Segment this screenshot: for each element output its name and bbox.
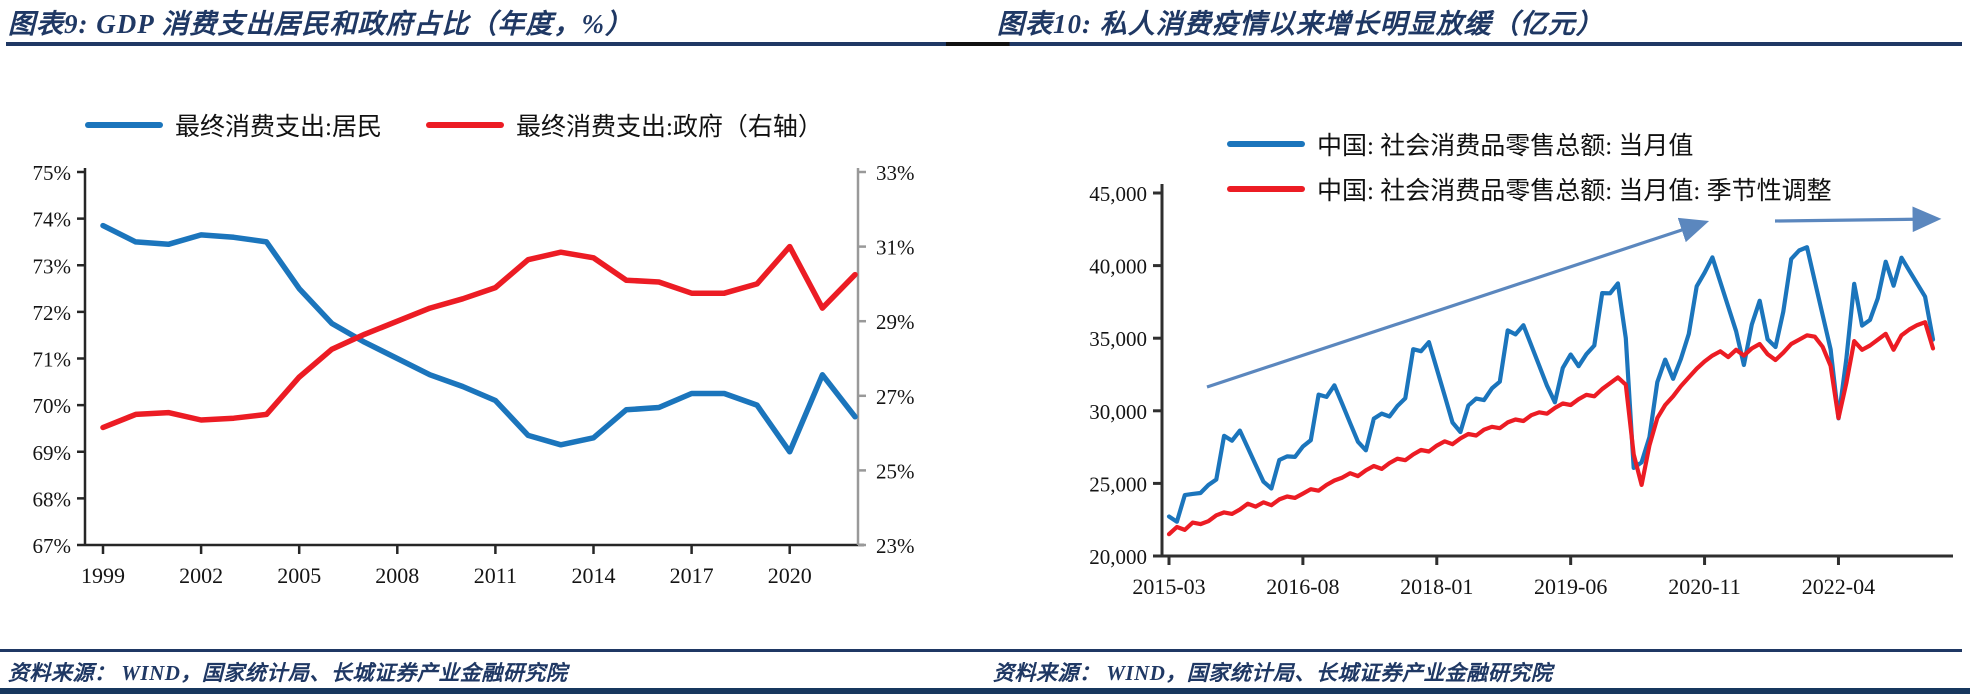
legend-item-government: 最终消费支出:政府（右轴）: [425, 107, 823, 143]
axis-tick-label: 2015-03: [1132, 574, 1205, 599]
axis-tick-label: 70%: [33, 394, 72, 418]
axis-tick-label: 1999: [81, 563, 125, 588]
axis-tick-label: 2019-06: [1534, 574, 1607, 599]
panel-chart-10: 图表10: 私人消费疫情以来增长明显放缓（亿元） 中国: 社会消费品零售总额: …: [985, 0, 1970, 694]
axis-tick-label: 68%: [33, 487, 72, 511]
axis-tick-label: 40,000: [1089, 255, 1147, 279]
retail-sales-chart: 20,000 25,000 30,000 35,000 40,000 45,000 2015…: [1089, 182, 1953, 599]
series-line-government: [100, 243, 858, 431]
axis-tick-label: 2022-04: [1802, 574, 1875, 599]
legend-label: 最终消费支出:居民: [175, 114, 382, 141]
title-underline: [6, 42, 985, 46]
axis-tick-label: 71%: [33, 348, 72, 372]
axis-tick-label: 73%: [33, 254, 72, 278]
legend-swatch-red: [425, 122, 504, 128]
chart10-source: 资料来源： WIND，国家统计局、长城证券产业金融研究院: [993, 661, 1553, 685]
title-underline: [985, 42, 1962, 46]
legend-swatch-blue: [1227, 141, 1305, 147]
axis-tick-label: 35,000: [1089, 327, 1147, 351]
axis-tick-label: 72%: [33, 301, 72, 325]
axis-tick-label: 2018-01: [1400, 574, 1473, 599]
legend-label: 最终消费支出:政府（右轴）: [515, 114, 823, 141]
axis-tick-label: 2020: [768, 563, 812, 588]
axis-tick-label: 2014: [572, 563, 616, 588]
axis-tick-label: 2017: [670, 563, 714, 588]
chart9-title: 图表9: GDP 消费支出居民和政府占比（年度，%）: [8, 9, 633, 39]
axis-tick-label: 2005: [277, 563, 321, 588]
panel-chart-9: 图表9: GDP 消费支出居民和政府占比（年度，%） 最终消费支出:居民 最终消…: [0, 9, 985, 685]
legend-item-seasonal: 中国: 社会消费品零售总额: 当月值: 季节性调整: [1227, 171, 1832, 207]
series-line-seasonally-adjusted: [1166, 320, 1936, 537]
axis-tick-label: 69%: [33, 441, 72, 465]
series-line-monthly-value: [1166, 245, 1936, 524]
legend-item-monthly: 中国: 社会消费品零售总额: 当月值: [1227, 126, 1832, 162]
axis-tick-label: 23%: [876, 534, 915, 558]
gdp-consumption-share-chart: 67% 68% 69% 70% 71% 72% 73% 74% 75% 23% 25% 27% 29% 3…: [33, 161, 915, 588]
page-bottom-rule: [0, 688, 1970, 694]
axis-tick-label: 25%: [876, 459, 915, 483]
axis-tick-label: 2020-11: [1668, 574, 1741, 599]
legend-swatch-red: [1227, 186, 1305, 192]
axis-tick-label: 29%: [876, 310, 915, 334]
legend-item-household: 最终消费支出:居民: [85, 107, 382, 143]
chart9-legend: 最终消费支出:居民 最终消费支出:政府（右轴）: [85, 107, 823, 143]
chart10-legend: 中国: 社会消费品零售总额: 当月值 中国: 社会消费品零售总额: 当月值: 季…: [1227, 126, 1832, 207]
chart9-source: 资料来源： WIND，国家统计局、长城证券产业金融研究院: [8, 661, 568, 685]
legend-label: 中国: 社会消费品零售总额: 当月值: [1317, 133, 1694, 160]
axis-tick-label: 2016-08: [1266, 574, 1339, 599]
axis-tick-label: 25,000: [1089, 472, 1147, 496]
legend-swatch-blue: [85, 122, 163, 128]
axis-tick-label: 45,000: [1089, 182, 1147, 206]
axis-tick-label: 20,000: [1089, 545, 1147, 569]
axis-tick-label: 2002: [179, 563, 223, 588]
series-line-household: [100, 222, 858, 455]
chart10-title: 图表10: 私人消费疫情以来增长明显放缓（亿元）: [997, 9, 1604, 39]
axis-tick-label: 67%: [33, 534, 72, 558]
trend-arrow-flat: [1774, 206, 1942, 233]
axis-tick-label: 74%: [33, 208, 72, 232]
axis-tick-label: 2008: [375, 563, 419, 588]
source-rule: [985, 649, 1962, 652]
legend-label: 中国: 社会消费品零售总额: 当月值: 季节性调整: [1317, 178, 1832, 205]
axis-tick-label: 31%: [876, 236, 915, 260]
source-rule: [0, 649, 985, 652]
axis-tick-label: 30,000: [1089, 400, 1147, 424]
axis-tick-label: 2011: [474, 563, 517, 588]
trend-arrow-up: [1206, 217, 1710, 389]
axis-tick-label: 27%: [876, 385, 915, 409]
axis-tick-label: 33%: [876, 161, 915, 185]
axis-tick-label: 75%: [33, 161, 72, 185]
